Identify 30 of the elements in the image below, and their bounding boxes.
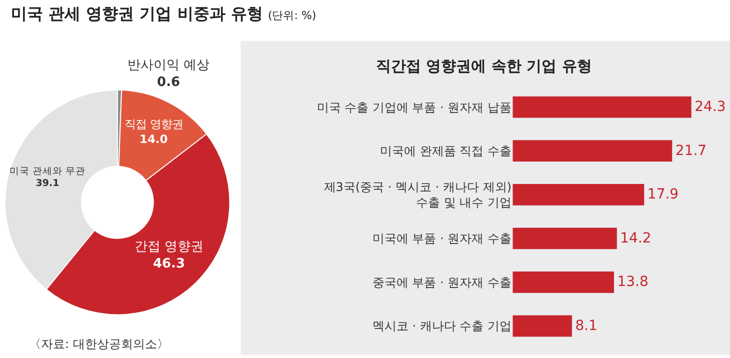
- y-tick-label: 제3국(중국 · 멕시코 · 캐나다 제외) 수출 및 내수 기업: [324, 180, 512, 210]
- data-label: 0.6: [157, 75, 180, 90]
- bar: [512, 140, 673, 162]
- data-label: 17.9: [647, 186, 679, 203]
- y-tick-label: 미국 수출 기업에 부품 · 원자재 납품: [316, 100, 512, 114]
- data-label: 8.1: [575, 318, 598, 334]
- slice-label: 간접 영향권: [134, 240, 204, 255]
- slice-label: 반사이익 예상: [127, 58, 210, 74]
- bar: [512, 96, 692, 118]
- data-label: 21.7: [675, 142, 707, 159]
- bar: [512, 271, 614, 294]
- y-tick-label: 중국에 부품 · 원자재 수출: [372, 275, 512, 290]
- slice-label: 직접 영향권: [124, 116, 183, 131]
- bar: [512, 314, 572, 338]
- data-label: 14.2: [620, 230, 652, 246]
- data-label: 24.3: [694, 99, 726, 116]
- y-tick-label: 미국에 완제품 직접 수출: [380, 144, 512, 158]
- data-label: 46.3: [152, 256, 186, 272]
- y-tick-label: 멕시코 · 캐나다 수출 기업: [372, 319, 512, 334]
- text: 〈자료: 대한상공회의소〉: [29, 337, 169, 351]
- bar: [512, 183, 645, 206]
- bar: [512, 227, 618, 250]
- slice-label: 미국 관세와 무관: [9, 166, 86, 177]
- data-label: 13.8: [617, 274, 648, 290]
- data-label: 14.0: [139, 132, 168, 146]
- data-label: 39.1: [36, 178, 60, 190]
- text: (단위: %): [268, 9, 316, 22]
- chart-title: 직간접 영향권에 속한 기업 유형: [376, 57, 592, 75]
- chart-title: 미국 관세 영향권 기업 비중과 유형: [11, 4, 263, 23]
- y-tick-label: 미국에 부품 · 원자재 수출: [372, 232, 512, 246]
